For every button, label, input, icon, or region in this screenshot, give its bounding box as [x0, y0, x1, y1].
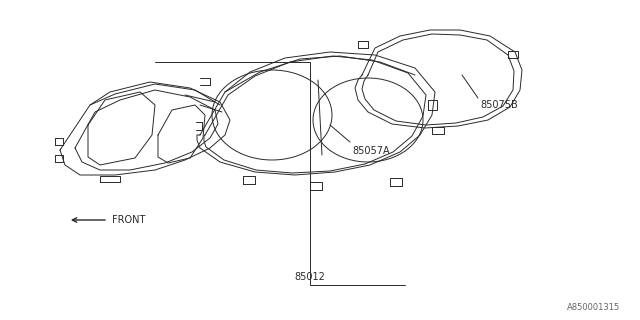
Text: 85057A: 85057A [352, 146, 390, 156]
Text: 85012: 85012 [294, 272, 325, 282]
Text: FRONT: FRONT [112, 215, 145, 225]
Text: A850001315: A850001315 [567, 303, 620, 312]
Text: 85075B: 85075B [480, 100, 518, 110]
